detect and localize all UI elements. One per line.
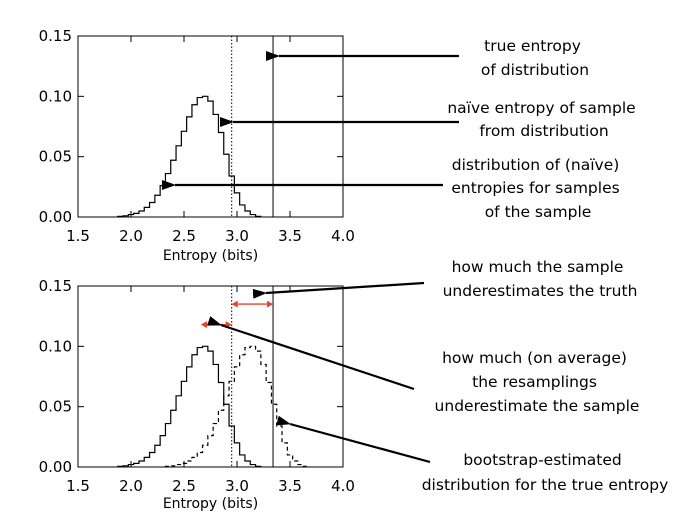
x-tick-label: 1.5 (66, 477, 90, 495)
y-tick-label: 0.05 (39, 148, 72, 166)
bottom-resample-histogram (117, 345, 262, 467)
x-tick-label: 2.5 (172, 477, 196, 495)
bottom-axis-ticks (77, 285, 344, 468)
x-tick-label: 3.0 (225, 227, 249, 245)
x-tick-label: 2.0 (119, 477, 143, 495)
x-tick-label: 3.0 (225, 477, 249, 495)
top-panel: 1.5 2.0 2.5 3.0 3.5 4.0 0.00 0.05 0.10 0… (39, 27, 355, 264)
x-tick-label: 3.5 (278, 477, 302, 495)
bottom-bootstrap-histogram (164, 345, 310, 467)
top-x-axis-title: Entropy (bits) (163, 248, 258, 264)
bottom-y-tick-labels: 0.00 0.05 0.10 0.15 (39, 277, 72, 476)
bottom-x-tick-labels: 1.5 2.0 2.5 3.0 3.5 4.0 (66, 477, 355, 495)
top-axis-ticks (77, 35, 344, 218)
y-tick-label: 0.00 (39, 208, 72, 226)
x-tick-label: 3.5 (278, 227, 302, 245)
arrow-resampling-underestimate (207, 316, 415, 391)
y-tick-label: 0.15 (39, 27, 72, 45)
y-tick-label: 0.05 (39, 398, 72, 416)
bottom-x-axis-title: Entropy (bits) (163, 496, 258, 512)
x-tick-label: 2.0 (119, 227, 143, 245)
y-tick-label: 0.15 (39, 277, 72, 295)
top-y-tick-labels: 0.00 0.05 0.10 0.15 (39, 27, 72, 226)
annotation-arrows (162, 51, 459, 464)
x-tick-label: 1.5 (66, 227, 90, 245)
note-resampling-underestimate: how much (on average) the resamplings un… (435, 349, 640, 415)
note-resample-distribution: distribution of (naïve) entropies for sa… (451, 156, 624, 221)
y-tick-label: 0.10 (39, 337, 72, 355)
sample-underestimate-interval (231, 300, 274, 308)
red-arrowhead (200, 321, 207, 329)
arrow-sample-underestimate (252, 281, 425, 299)
x-tick-label: 2.5 (172, 227, 196, 245)
note-sample-underestimate: how much the sample underestimates the t… (443, 258, 638, 300)
annotation-notes: true entropy of distribution naïve entro… (422, 37, 669, 494)
x-tick-label: 4.0 (331, 227, 355, 245)
red-arrowhead (231, 300, 238, 308)
arrow-bootstrap-distribution (276, 415, 431, 464)
top-resample-histogram (117, 95, 262, 217)
bottom-panel: 1.5 2.0 2.5 3.0 3.5 4.0 0.00 0.05 0.10 0… (39, 277, 355, 512)
top-x-tick-labels: 1.5 2.0 2.5 3.0 3.5 4.0 (66, 227, 355, 245)
note-true-entropy: true entropy of distribution (481, 37, 589, 79)
x-tick-label: 4.0 (331, 477, 355, 495)
note-bootstrap-distribution: bootstrap-estimated distribution for the… (422, 451, 669, 494)
y-tick-label: 0.00 (39, 458, 72, 476)
top-plot-frame (77, 35, 344, 218)
bottom-plot-frame (77, 285, 344, 468)
note-naive-entropy: naïve entropy of sample from distributio… (447, 99, 640, 140)
red-arrowhead (267, 300, 274, 308)
y-tick-label: 0.10 (39, 87, 72, 105)
